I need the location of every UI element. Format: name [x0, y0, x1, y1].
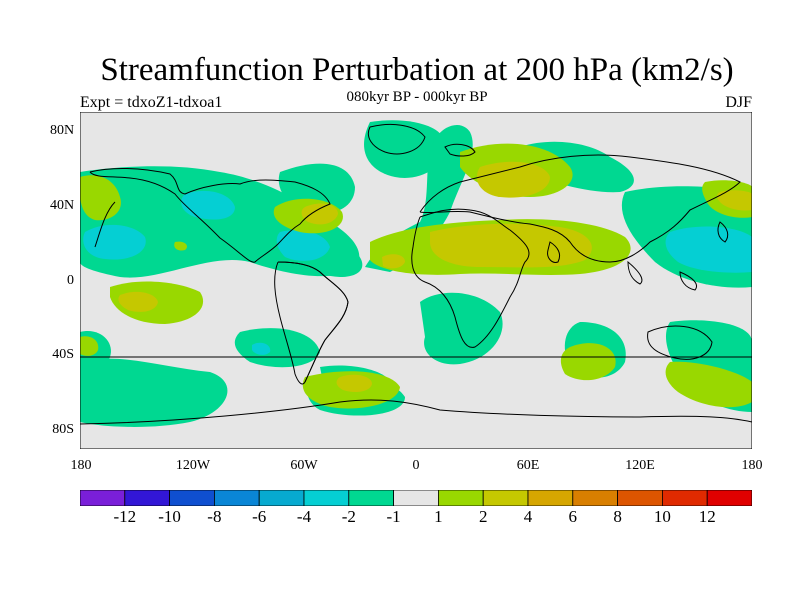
lon-label-180e: 180 [741, 458, 763, 473]
colorbar-swatch-6 [348, 490, 394, 506]
colorbar-swatch-10 [527, 490, 574, 506]
colorbar-label: 10 [653, 507, 671, 526]
lon-label-180w: 180 [70, 458, 92, 473]
streamfunction-map [80, 112, 752, 449]
colorbar-label: 2 [478, 507, 488, 526]
lat-label-80s: 80S [52, 422, 74, 437]
colorbar [80, 490, 752, 506]
colorbar-swatch-8 [437, 490, 484, 506]
colorbar-swatch-12 [617, 490, 663, 506]
colorbar-swatch-0 [80, 490, 126, 506]
strong-negative-regions [83, 190, 752, 355]
strong-positive-regions [118, 161, 752, 392]
lon-label-0: 0 [412, 458, 420, 473]
chart-title: Streamfunction Perturbation at 200 hPa (… [100, 52, 734, 88]
lon-label-60w: 60W [290, 458, 318, 473]
colorbar-swatch-13 [662, 490, 708, 506]
colorbar-swatch-7 [393, 490, 439, 506]
colorbar-label: -2 [341, 507, 356, 526]
experiment-label: Expt = tdxoZ1-tdxoa1 [80, 94, 223, 111]
colorbar-label: -6 [252, 507, 267, 526]
lat-label-40s: 40S [52, 347, 74, 362]
colorbar-label: -12 [113, 507, 137, 526]
colorbar-swatch-5 [303, 490, 350, 506]
lon-label-120w: 120W [175, 458, 211, 473]
colorbar-label: -10 [158, 507, 181, 526]
colorbar-swatch-2 [169, 490, 215, 506]
colorbar-label: 4 [523, 507, 533, 526]
lon-label-120e: 120E [625, 458, 655, 473]
colorbar-swatch-11 [572, 490, 618, 506]
lon-label-60e: 60E [516, 458, 540, 473]
colorbar-label: -4 [296, 507, 312, 526]
colorbar-swatch-14 [706, 490, 752, 506]
lat-label-0: 0 [67, 273, 74, 288]
colorbar-swatch-9 [482, 490, 529, 506]
colorbar-label: -8 [207, 507, 222, 526]
chart-subtitle: 080kyr BP - 000kyr BP [346, 89, 488, 105]
colorbar-swatch-3 [213, 490, 260, 506]
season-label: DJF [725, 94, 752, 111]
colorbar-swatch-4 [258, 490, 305, 506]
coastlines [80, 124, 752, 425]
colorbar-label: 12 [698, 507, 716, 526]
colorbar-label: 8 [613, 507, 622, 526]
lat-label-40n: 40N [50, 198, 75, 213]
colorbar-swatch-1 [124, 490, 170, 506]
lat-label-80n: 80N [50, 123, 75, 138]
colorbar-label: 1 [434, 507, 443, 526]
colorbar-label: -1 [386, 507, 401, 526]
colorbar-label: 6 [568, 507, 578, 526]
